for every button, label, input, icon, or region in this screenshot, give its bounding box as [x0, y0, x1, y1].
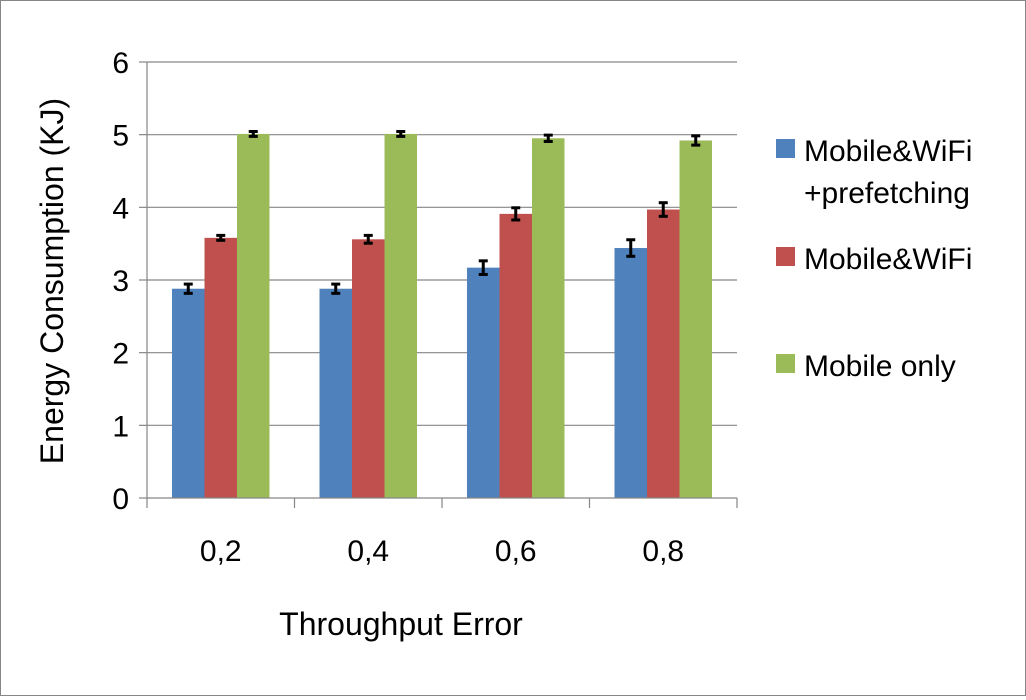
x-tick-label: 0,8: [642, 535, 684, 568]
legend-swatch: [776, 354, 795, 373]
error-bar: [183, 282, 193, 295]
x-tick-label: 0,6: [495, 535, 537, 568]
error-bar: [248, 129, 258, 138]
legend-swatch: [776, 139, 795, 158]
legend-item: Mobile only: [776, 350, 956, 383]
bars: [172, 129, 712, 499]
bar: [319, 288, 352, 498]
legend-label: Mobile&WiFi: [804, 243, 972, 276]
bar: [204, 237, 237, 498]
error-bar: [543, 133, 553, 143]
legend-label: Mobile&WiFi: [804, 135, 972, 168]
bar: [467, 267, 500, 498]
x-axis-title: Throughput Error: [279, 606, 523, 642]
error-bar: [511, 206, 521, 222]
axes: 0 1 2 3 4 5 6 0,2 0,4 0,6 0,8: [112, 47, 738, 568]
error-bar: [691, 134, 701, 147]
y-tick-label: 1: [112, 410, 129, 443]
bar: [614, 248, 647, 498]
bar: [532, 138, 565, 499]
y-tick-label: 5: [112, 120, 129, 153]
legend-item: Mobile&WiFi +prefetching: [776, 135, 972, 210]
error-bar: [363, 233, 373, 245]
bar: [647, 209, 680, 498]
bar: [499, 213, 532, 498]
y-tick-label: 6: [112, 47, 129, 80]
bar: [172, 288, 205, 498]
bar: [384, 133, 417, 498]
legend-label: +prefetching: [804, 177, 970, 210]
x-tick-label: 0,2: [200, 535, 242, 568]
error-bar: [216, 233, 226, 242]
error-bar: [478, 259, 488, 276]
error-bar: [396, 129, 406, 138]
legend-item: Mobile&WiFi: [776, 243, 972, 276]
bar: [237, 133, 270, 498]
y-tick-label: 3: [112, 265, 129, 298]
bar: [352, 239, 385, 498]
legend-swatch: [776, 247, 795, 266]
y-tick-label: 0: [112, 483, 129, 516]
x-tick-label: 0,4: [347, 535, 389, 568]
error-bar: [658, 201, 668, 218]
y-tick-label: 4: [112, 192, 129, 225]
y-axis-title: Energy Consumption (KJ): [34, 98, 70, 464]
bar: [679, 140, 712, 499]
error-bar: [331, 282, 341, 295]
legend-label: Mobile only: [804, 350, 956, 383]
y-tick-label: 2: [112, 338, 129, 371]
legend: Mobile&WiFi+prefetchingMobile&WiFiMobile…: [776, 135, 972, 383]
error-bar: [626, 238, 636, 258]
